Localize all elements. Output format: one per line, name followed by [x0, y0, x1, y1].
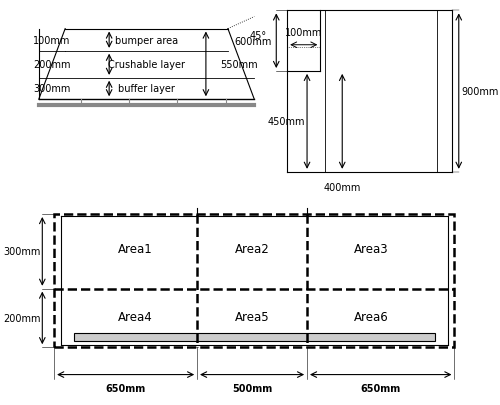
- Text: buffer layer: buffer layer: [118, 84, 175, 94]
- Text: 550mm: 550mm: [220, 60, 258, 70]
- Text: Area6: Area6: [354, 311, 388, 324]
- Text: 45°: 45°: [250, 31, 267, 40]
- Text: 200mm: 200mm: [4, 313, 41, 323]
- Text: Area1: Area1: [118, 242, 153, 255]
- Text: 300mm: 300mm: [4, 247, 41, 257]
- Text: Area2: Area2: [234, 242, 270, 255]
- Text: Area4: Area4: [118, 311, 153, 324]
- Text: 900mm: 900mm: [461, 87, 498, 97]
- Text: Crushable layer: Crushable layer: [108, 60, 185, 70]
- Text: 650mm: 650mm: [360, 384, 401, 394]
- Text: 450mm: 450mm: [268, 117, 305, 127]
- Text: 650mm: 650mm: [106, 384, 146, 394]
- Text: Area5: Area5: [235, 311, 270, 324]
- Text: 500mm: 500mm: [232, 384, 272, 394]
- Text: Area3: Area3: [354, 242, 388, 255]
- Text: 300mm: 300mm: [34, 84, 70, 94]
- Text: 100mm: 100mm: [285, 28, 323, 38]
- Text: bumper area: bumper area: [115, 36, 178, 46]
- Bar: [74, 333, 434, 341]
- Text: 100mm: 100mm: [34, 36, 70, 46]
- Text: 600mm: 600mm: [234, 36, 272, 47]
- Text: 200mm: 200mm: [33, 60, 70, 70]
- Text: 400mm: 400mm: [324, 182, 361, 192]
